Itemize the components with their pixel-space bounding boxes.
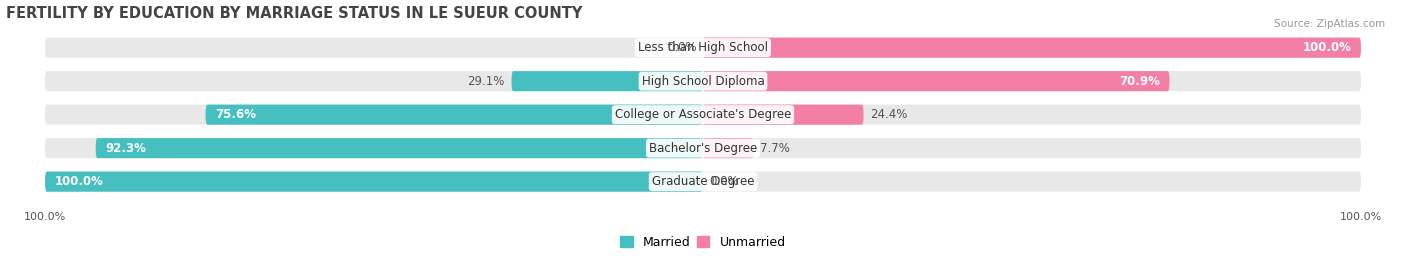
Text: 100.0%: 100.0% (1302, 41, 1351, 54)
Text: College or Associate's Degree: College or Associate's Degree (614, 108, 792, 121)
FancyBboxPatch shape (45, 105, 1361, 125)
FancyBboxPatch shape (512, 71, 703, 91)
Text: Graduate Degree: Graduate Degree (652, 175, 754, 188)
Text: Source: ZipAtlas.com: Source: ZipAtlas.com (1274, 19, 1385, 29)
Text: FERTILITY BY EDUCATION BY MARRIAGE STATUS IN LE SUEUR COUNTY: FERTILITY BY EDUCATION BY MARRIAGE STATU… (6, 6, 582, 20)
FancyBboxPatch shape (703, 138, 754, 158)
Legend: Married, Unmarried: Married, Unmarried (616, 231, 790, 254)
Text: Bachelor's Degree: Bachelor's Degree (650, 142, 756, 155)
Text: 0.0%: 0.0% (710, 175, 740, 188)
Text: 100.0%: 100.0% (24, 212, 66, 222)
Text: 7.7%: 7.7% (761, 142, 790, 155)
FancyBboxPatch shape (45, 71, 1361, 91)
Text: Less than High School: Less than High School (638, 41, 768, 54)
FancyBboxPatch shape (703, 71, 1170, 91)
FancyBboxPatch shape (96, 138, 703, 158)
Text: 75.6%: 75.6% (215, 108, 256, 121)
Text: 0.0%: 0.0% (666, 41, 696, 54)
FancyBboxPatch shape (45, 38, 1361, 58)
Text: 70.9%: 70.9% (1119, 75, 1160, 88)
FancyBboxPatch shape (45, 172, 1361, 192)
FancyBboxPatch shape (45, 172, 703, 192)
FancyBboxPatch shape (45, 138, 1361, 158)
FancyBboxPatch shape (703, 105, 863, 125)
Text: 29.1%: 29.1% (468, 75, 505, 88)
Text: 100.0%: 100.0% (1340, 212, 1382, 222)
Text: High School Diploma: High School Diploma (641, 75, 765, 88)
FancyBboxPatch shape (205, 105, 703, 125)
Text: 100.0%: 100.0% (55, 175, 104, 188)
Text: 24.4%: 24.4% (870, 108, 907, 121)
Text: 92.3%: 92.3% (105, 142, 146, 155)
FancyBboxPatch shape (703, 38, 1361, 58)
